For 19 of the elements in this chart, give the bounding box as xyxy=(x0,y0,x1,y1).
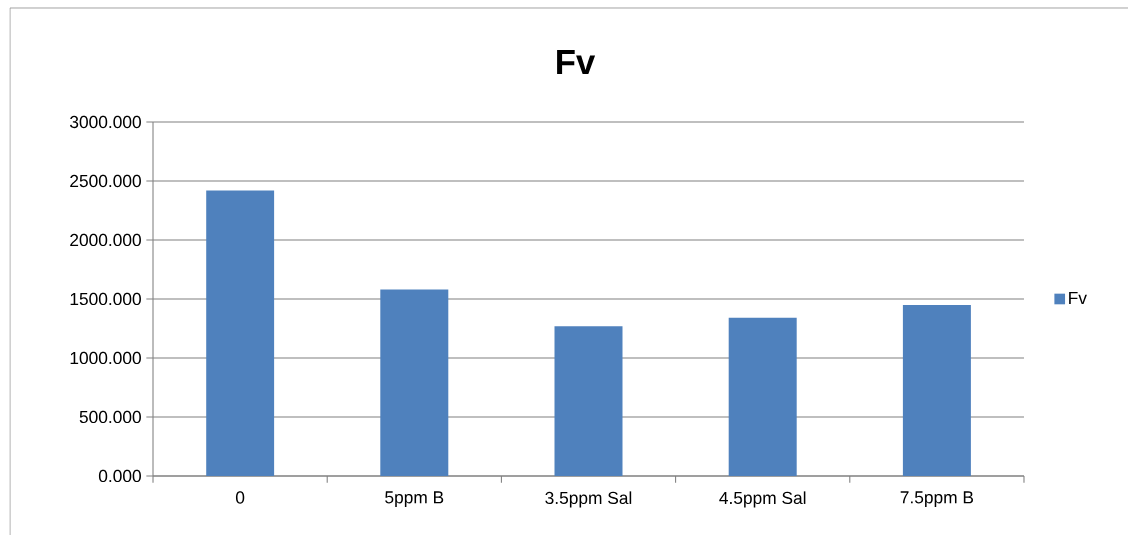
bar xyxy=(554,326,623,476)
y-tick-label: 2500.000 xyxy=(70,174,141,188)
y-tick-label: 1500.000 xyxy=(70,292,141,306)
x-tick-label: 3.5ppm Sal xyxy=(545,491,632,508)
bar xyxy=(902,304,971,476)
chart-title: Fv xyxy=(557,50,596,74)
x-tick-label: 7.5ppm B xyxy=(900,491,974,507)
bar xyxy=(728,317,797,476)
legend-label: Fv xyxy=(1069,292,1087,304)
bar xyxy=(380,289,449,476)
x-tick-label: 5ppm B xyxy=(385,491,444,507)
y-tick-label: 500.000 xyxy=(79,410,141,424)
y-tick-label: 3000.000 xyxy=(70,115,141,129)
x-tick-label: 0 xyxy=(235,491,245,504)
y-tick-label: 0.000 xyxy=(98,469,141,483)
x-tick-label: 4.5ppm Sal xyxy=(719,491,806,508)
y-tick-label: 2000.000 xyxy=(70,233,141,247)
bar xyxy=(206,190,275,476)
y-tick-label: 1000.000 xyxy=(70,351,141,365)
